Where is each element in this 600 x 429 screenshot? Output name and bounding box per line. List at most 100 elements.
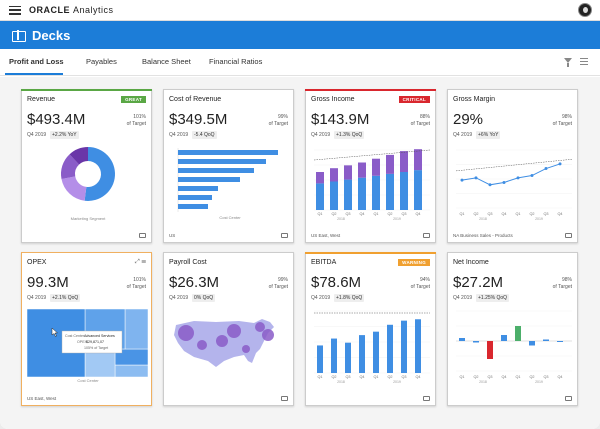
donut-slice — [69, 147, 88, 165]
bar — [529, 341, 535, 346]
card-title: Cost of Revenue — [169, 96, 222, 103]
chart-type-icon[interactable] — [281, 396, 288, 401]
gross-income-stacked-bar-chart[interactable]: Q1 Q2 Q3 Q4 Q1 Q2 Q3 Q4 2018 2019 — [306, 142, 437, 230]
brand-oracle: ORACLE — [29, 5, 70, 15]
tooltip-line1-label: OPEX — [77, 340, 88, 344]
expand-icon[interactable]: ⤢ — [135, 259, 140, 265]
app-bar: Decks — [0, 21, 600, 49]
tab-balance-sheet[interactable]: Balance Sheet — [142, 57, 191, 66]
chart-type-icon[interactable] — [565, 233, 572, 238]
kpi-value: $27.2M — [453, 274, 504, 291]
bar-top — [414, 149, 422, 171]
hbar — [178, 159, 266, 164]
x-tick-label: Q4 — [557, 375, 562, 379]
hbar — [178, 177, 240, 182]
x-tick-label: Q3 — [345, 375, 350, 379]
x-tick-label: Q1 — [373, 375, 378, 379]
card-status-stripe — [305, 89, 436, 91]
chart-type-icon[interactable] — [281, 233, 288, 238]
chart-type-icon[interactable] — [423, 233, 430, 238]
filter-icon[interactable] — [564, 58, 572, 67]
x-year-label: 2019 — [393, 217, 401, 221]
target-percent-label: of Target — [268, 120, 288, 127]
x-tick-label: Q2 — [331, 375, 336, 379]
bar — [415, 319, 421, 373]
card-title: Revenue — [27, 96, 56, 103]
chart-type-icon[interactable] — [139, 233, 146, 238]
target-percent: 101% of Target — [127, 277, 146, 290]
kpi-period: Q4 2019 — [27, 132, 47, 138]
bar — [473, 341, 479, 343]
hbar — [178, 195, 212, 200]
cost-of-revenue-bar-chart[interactable]: Cost Center — [164, 142, 295, 230]
tab-profit-and-loss[interactable]: Profit and Loss — [9, 57, 64, 66]
hamburger-menu-icon[interactable] — [9, 5, 21, 15]
x-tick-label: Q3 — [543, 375, 548, 379]
gross-margin-line-chart[interactable]: Q1 Q2 Q3 Q4 Q1 Q2 Q3 Q4 2018 2019 — [448, 142, 579, 230]
x-tick-label: Q3 — [543, 212, 548, 216]
map-bubble — [242, 345, 250, 353]
treemap-tile — [124, 308, 149, 350]
opex-treemap[interactable]: Cost Center Cost Center Advanced Service… — [22, 305, 153, 393]
x-tick-label: Q3 — [401, 375, 406, 379]
ebitda-bar-chart[interactable]: Q1 Q2 Q3 Q4 Q1 Q2 Q3 Q4 2018 2019 — [306, 305, 437, 393]
card-revenue[interactable]: Revenue GREAT $493.4M 101% of Target Q4 2… — [21, 89, 152, 243]
card-ebitda[interactable]: EBITDA WARNING $78.6M 94% of Target Q4 20… — [305, 252, 436, 406]
card-filter-label: US — [169, 233, 176, 238]
target-percent-value: 88% — [419, 114, 430, 120]
target-percent: 98% of Target — [553, 114, 572, 127]
kpi-period: Q4 2019 — [311, 295, 331, 301]
card-net-income[interactable]: Net Income $27.2M 98% of Target Q4 2019 +… — [447, 252, 578, 406]
status-badge: WARNING — [398, 259, 430, 266]
chart-type-icon[interactable] — [565, 396, 572, 401]
target-percent: 99% of Target — [269, 114, 288, 127]
tab-payables[interactable]: Payables — [86, 57, 117, 66]
line-point — [544, 167, 548, 171]
target-percent-label: of Target — [126, 283, 146, 290]
donut-slice — [61, 154, 80, 180]
kpi-value: $143.9M — [311, 111, 370, 128]
map-bubble — [262, 329, 274, 341]
card-gross-income[interactable]: Gross Income CRITICAL $143.9M 88% of Targ… — [305, 89, 436, 243]
target-percent: 88% of Target — [411, 114, 430, 127]
card-cost-of-revenue[interactable]: Cost of Revenue $349.5M 99% of Target Q4 … — [163, 89, 294, 243]
kpi-delta: +2.2% YoY — [50, 131, 79, 139]
bar-top — [372, 158, 380, 176]
net-income-waterfall-chart[interactable]: Q1 Q2 Q3 Q4 Q1 Q2 Q3 Q4 2018 2019 — [448, 305, 579, 393]
target-line — [313, 149, 431, 161]
target-percent: 99% of Target — [269, 277, 288, 290]
x-tick-label: Q1 — [515, 375, 520, 379]
bar — [487, 341, 493, 359]
target-percent-label: of Target — [410, 283, 430, 290]
x-tick-label: Q1 — [317, 375, 322, 379]
list-menu-icon[interactable] — [580, 58, 588, 65]
x-year-label: 2019 — [393, 380, 401, 384]
card-gross-margin[interactable]: Gross Margin 29% 98% of Target Q4 2019 +6… — [447, 89, 578, 243]
card-opex[interactable]: OPEX ⤢ ☰ 99.3M 101% of Target Q4 2019 +2.… — [21, 252, 152, 406]
chart-type-icon[interactable] — [423, 396, 430, 401]
bar-top — [316, 172, 324, 184]
target-percent: 94% of Target — [411, 277, 430, 290]
tab-financial-ratios[interactable]: Financial Ratios — [209, 57, 263, 66]
target-percent: 101% of Target — [127, 114, 146, 127]
page-title: Decks — [32, 27, 71, 43]
user-avatar[interactable] — [578, 3, 592, 17]
target-percent-label: of Target — [552, 283, 572, 290]
payroll-map-chart[interactable] — [164, 305, 295, 393]
menu-icon[interactable]: ☰ — [141, 259, 146, 265]
card-payroll-cost[interactable]: Payroll Cost $26.3M 99% of Target Q4 2019… — [163, 252, 294, 406]
bar-base — [358, 177, 366, 210]
line-point — [516, 176, 520, 180]
deck-grid: Revenue GREAT $493.4M 101% of Target Q4 2… — [0, 77, 600, 429]
bar — [401, 320, 407, 373]
bar-base — [316, 183, 324, 210]
treemap-tile — [114, 364, 149, 378]
revenue-donut-chart[interactable]: Marketing Segment — [22, 142, 153, 230]
bar-base — [330, 181, 338, 210]
bar — [373, 331, 379, 373]
bar — [359, 335, 365, 373]
map-bubble — [255, 322, 265, 332]
target-percent: 98% of Target — [553, 277, 572, 290]
kpi-delta: +1.3% QoQ — [334, 131, 365, 139]
hbar — [178, 186, 218, 191]
